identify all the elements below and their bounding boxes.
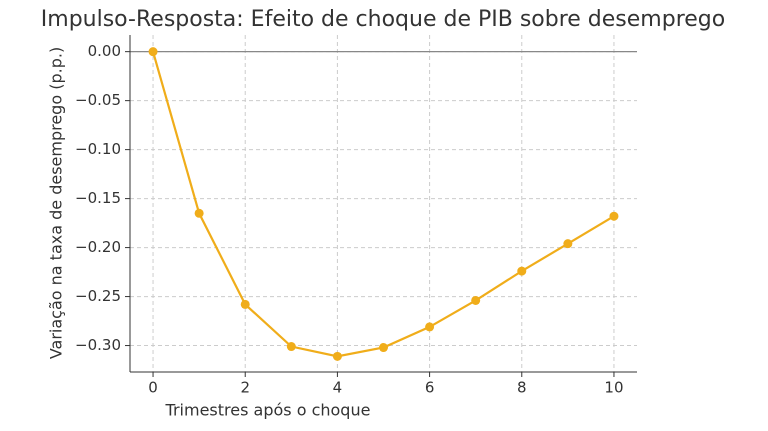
x-axis-label: Trimestres após o choque <box>165 401 371 420</box>
x-tick-label: 8 <box>517 379 527 397</box>
point <box>563 239 573 249</box>
point <box>332 351 342 361</box>
y-tick-label: −0.10 <box>75 140 121 158</box>
point <box>471 295 481 305</box>
chart-title: Impulso-Resposta: Efeito de choque de PI… <box>41 7 725 32</box>
x-tick-label: 2 <box>240 379 250 397</box>
y-tick-label: −0.15 <box>75 189 121 207</box>
line <box>151 51 615 358</box>
point <box>194 208 204 218</box>
point <box>240 299 250 309</box>
y-axis-label: Variação na taxa de desemprego (p.p.) <box>47 47 66 359</box>
x-tick-label: 0 <box>148 379 158 397</box>
y-tick-label: 0.00 <box>88 42 121 60</box>
y-tick-label: −0.20 <box>75 238 121 256</box>
x-tick-label: 10 <box>604 379 623 397</box>
point <box>425 322 435 332</box>
point <box>517 266 527 276</box>
point <box>148 47 158 57</box>
y-tick-label: −0.30 <box>75 336 121 354</box>
point <box>379 343 388 353</box>
y-tick-label: −0.05 <box>75 91 121 109</box>
point <box>609 211 619 221</box>
x-tick-label: 6 <box>425 379 435 397</box>
y-tick-label: −0.25 <box>75 287 121 305</box>
x-tick-label: 4 <box>333 379 343 397</box>
point <box>286 342 296 352</box>
